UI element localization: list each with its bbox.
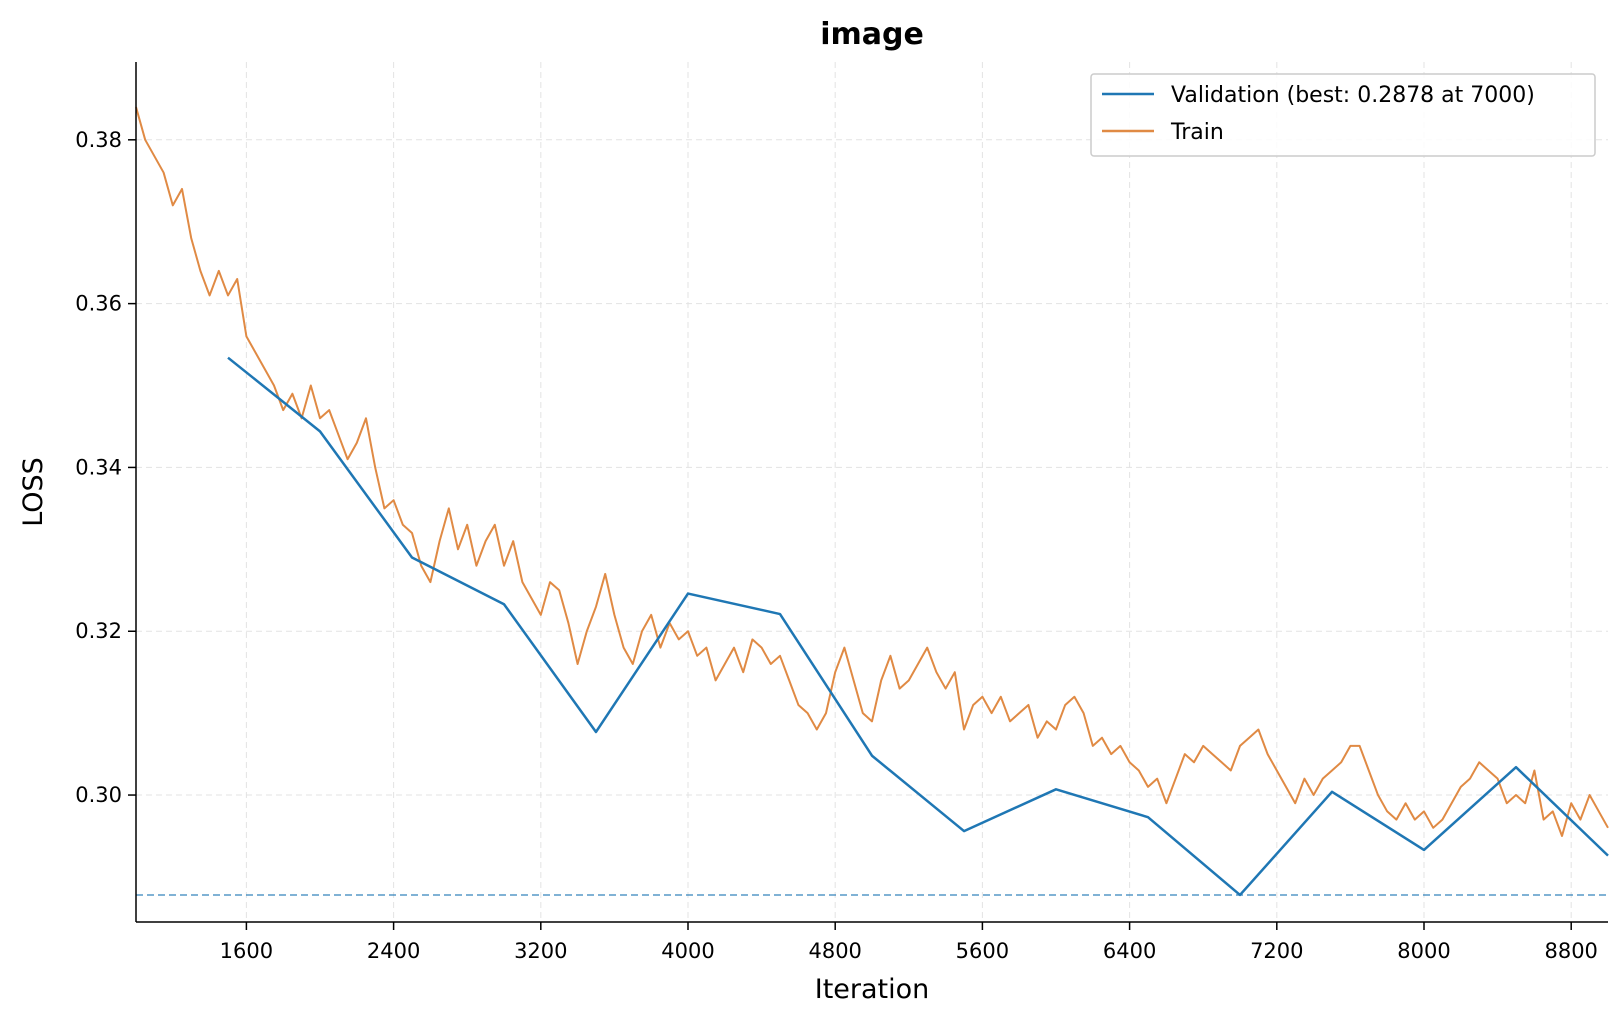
y-tick-label: 0.34: [75, 455, 122, 479]
y-axis-label: LOSS: [18, 457, 49, 527]
y-tick-label: 0.30: [75, 783, 122, 807]
x-tick-label: 5600: [956, 939, 1009, 963]
series-line-train: [135, 106, 1609, 837]
x-ticks: 1600 2400 3200 4000 4800 5600 6400 7200 8000 8800: [220, 922, 1598, 963]
y-tick-label: 0.32: [75, 619, 122, 643]
legend: Validation (best: 0.2878 at 7000) Train: [1090, 73, 1596, 157]
x-tick-label: 4000: [661, 939, 714, 963]
legend-label-train: Train: [1170, 120, 1224, 145]
x-axis-label: Iteration: [815, 974, 930, 1005]
x-tick-label: 4800: [808, 939, 861, 963]
x-tick-label: 7200: [1250, 939, 1303, 963]
y-tick-label: 0.38: [75, 128, 122, 152]
y-ticks: 0.30 0.32 0.34 0.36 0.38: [75, 128, 136, 807]
x-tick-label: 3200: [514, 939, 567, 963]
x-tick-label: 2400: [367, 939, 420, 963]
x-tick-label: 6400: [1103, 939, 1156, 963]
chart-title: image: [820, 17, 924, 52]
y-tick-label: 0.36: [75, 292, 122, 316]
grid: [136, 62, 1608, 922]
series-line-validation: [227, 356, 1609, 897]
legend-label-validation: Validation (best: 0.2878 at 7000): [1171, 83, 1535, 108]
plot-area: [135, 106, 1609, 897]
x-tick-label: 8800: [1544, 939, 1597, 963]
x-tick-label: 1600: [220, 939, 273, 963]
legend-box: [1090, 73, 1596, 157]
x-tick-label: 8000: [1397, 939, 1450, 963]
